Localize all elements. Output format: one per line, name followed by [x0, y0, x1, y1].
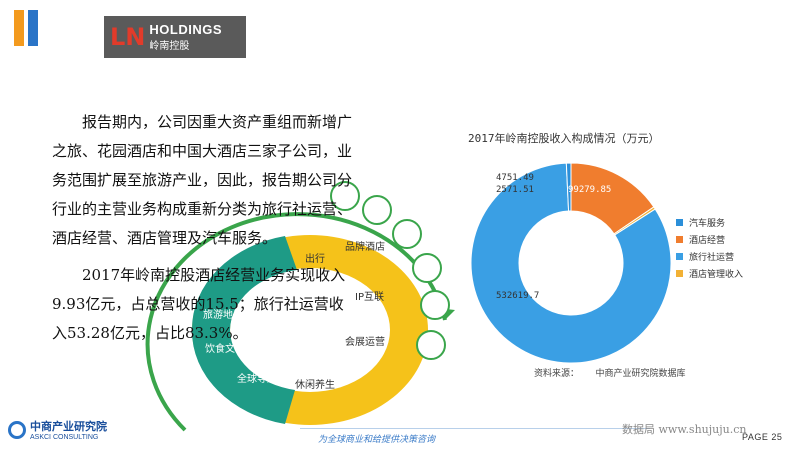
- footer-divider: [300, 428, 650, 429]
- body-text: 报告期内，公司因重大资产重组而新增广之旅、花园酒店和中国大酒店三家子公司，业务范…: [52, 108, 352, 348]
- legend-label: 酒店经营: [689, 235, 726, 245]
- legend-label: 汽车服务: [689, 218, 726, 228]
- donut-data-label-0: 4751.49: [496, 173, 534, 183]
- company-logo: LN HOLDINGS 岭南控股: [104, 16, 246, 58]
- donut-data-label-1: 2571.51: [496, 185, 534, 195]
- petal-circle: [392, 219, 422, 249]
- donut-slice-2: [470, 162, 672, 364]
- legend-swatch: [676, 253, 683, 260]
- legend-swatch: [676, 270, 683, 277]
- legend-item-0: 汽车服务: [676, 214, 743, 231]
- donut-data-label-3: 532619.7: [496, 291, 539, 301]
- teal-segment: [191, 236, 297, 330]
- ring-center: [230, 268, 390, 392]
- logo-english: HOLDINGS: [149, 22, 223, 37]
- footer-org-cn: 中商产业研究院: [30, 421, 107, 433]
- accent-bar-orange: [14, 10, 24, 46]
- legend-swatch: [676, 236, 683, 243]
- ecosystem-arc: [145, 212, 447, 432]
- legend-label: 酒店管理收入: [689, 269, 744, 279]
- legend-item-2: 旅行社运营: [676, 248, 743, 265]
- petal-circle: [416, 330, 446, 360]
- legend-item-3: 酒店管理收入: [676, 265, 743, 282]
- accent-bar-blue: [28, 10, 38, 46]
- infographic-item: IP互联: [355, 291, 384, 303]
- petal-circle: [362, 195, 392, 225]
- petal-circle: [412, 253, 442, 283]
- infographic-item: 休闲养生: [295, 378, 335, 391]
- source-text: 中商产业研究院数据库: [595, 368, 686, 378]
- page-number: PAGE 25: [742, 432, 783, 442]
- footer-logo: 中商产业研究院 ASKCI CONSULTING: [8, 418, 107, 441]
- petal-circle: [330, 181, 360, 211]
- footer-slogan: 为全球商业和给提供决策咨询: [318, 434, 436, 444]
- legend-item-1: 酒店经营: [676, 231, 743, 248]
- watermark: 数据局 www.shujuju.cn: [622, 423, 747, 436]
- infographic-item: 出行: [305, 252, 325, 265]
- infographic-item: 饮食文化: [205, 342, 245, 355]
- petal-circle: [420, 290, 450, 320]
- chart-title: 2017年岭南控股收入构成情况（万元）: [468, 132, 660, 145]
- chart-legend: 汽车服务酒店经营旅行社运营酒店管理收入: [676, 214, 743, 282]
- donut-slice-0: [565, 162, 572, 212]
- data-source: 资料来源： 中商产业研究院数据库: [534, 366, 686, 379]
- source-label: 资料来源：: [534, 368, 580, 378]
- logo-chinese: 岭南控股: [149, 41, 190, 52]
- askci-logo-icon: [8, 420, 26, 439]
- business-ecosystem-infographic: 出行 品牌酒店 IP互联 会展运营 休闲养生 全球导购 饮食文化 旅游地产: [145, 181, 455, 432]
- paragraph-revenue: 2017年岭南控股酒店经营业务实现收入9.93亿元，占总营收的15.5；旅行社运…: [52, 266, 346, 342]
- teal-segment-lower: [191, 330, 295, 424]
- footer-org-en: ASKCI CONSULTING: [30, 434, 99, 441]
- donut-data-label-2: 99279.85: [568, 185, 611, 195]
- legend-swatch: [676, 219, 683, 226]
- paragraph-restructuring: 报告期内，公司因重大资产重组而新增广之旅、花园酒店和中国大酒店三家子公司，业务范…: [52, 113, 353, 247]
- infographic-item: 会展运营: [345, 335, 385, 348]
- legend-label: 旅行社运营: [689, 252, 735, 262]
- infographic-item: 旅游地产: [203, 308, 243, 321]
- infographic-item: 全球导购: [237, 372, 277, 385]
- revenue-donut-chart: 4751.49 2571.51 99279.85 532619.7: [470, 162, 672, 364]
- infographic-item: 品牌酒店: [345, 240, 385, 253]
- logo-mark: LN: [110, 23, 146, 51]
